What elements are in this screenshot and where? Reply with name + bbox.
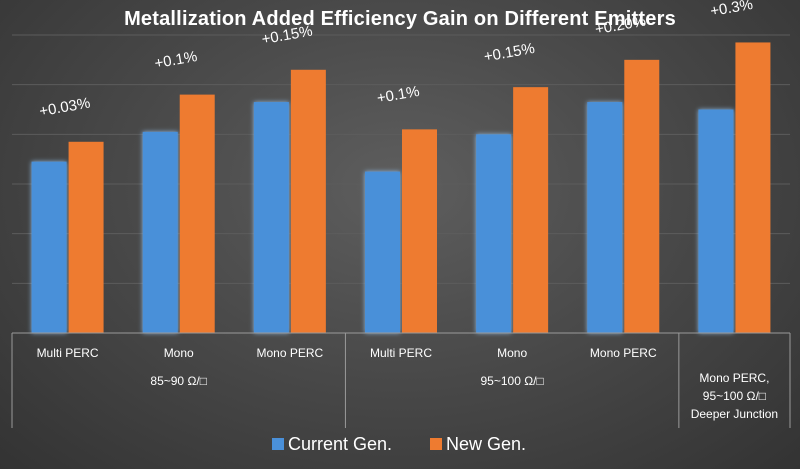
x-tick-label: Mono PERC: [590, 346, 657, 360]
bar-current-gen: [31, 161, 67, 333]
bar-new-gen: [68, 141, 104, 333]
gain-label: +0.15%: [483, 40, 536, 66]
x-tick-label: Mono PERC: [257, 346, 324, 360]
x-tick-label: Multi PERC: [370, 346, 432, 360]
gain-label: +0.1%: [376, 83, 421, 107]
gain-label: +0.3%: [709, 0, 754, 20]
bar-current-gen: [142, 131, 178, 333]
group-label: 95~100 Ω/□: [481, 374, 544, 388]
gain-label: +0.20%: [594, 13, 647, 39]
bar-current-gen: [365, 171, 400, 333]
bar-new-gen: [179, 94, 215, 333]
bar-new-gen: [290, 69, 326, 334]
gain-label: +0.15%: [260, 23, 313, 49]
bar-new-gen: [735, 42, 771, 333]
bar-new-gen: [513, 87, 549, 334]
legend-label: New Gen.: [446, 434, 526, 454]
group-label: 85~90 Ω/□: [150, 374, 207, 388]
legend-swatch: [430, 438, 442, 450]
x-tick-label: Mono: [497, 346, 527, 360]
x-tick-label: 95~100 Ω/□: [703, 389, 766, 403]
x-tick-label: Mono PERC,: [699, 371, 769, 385]
bar-new-gen: [624, 59, 660, 333]
chart-title: Metallization Added Efficiency Gain on D…: [124, 8, 676, 30]
bar-current-gen: [476, 134, 512, 333]
legend-label: Current Gen.: [288, 434, 392, 454]
legend-swatch: [272, 438, 284, 450]
bar-new-gen: [402, 129, 437, 333]
bar-current-gen: [253, 102, 289, 333]
x-tick-label: Mono: [164, 346, 194, 360]
bar-current-gen: [698, 109, 734, 333]
gain-label: +0.1%: [153, 48, 198, 72]
x-tick-label: Deeper Junction: [691, 407, 778, 421]
x-tick-label: Multi PERC: [37, 346, 99, 360]
bar-current-gen: [587, 102, 623, 333]
gain-label: +0.03%: [38, 95, 91, 121]
